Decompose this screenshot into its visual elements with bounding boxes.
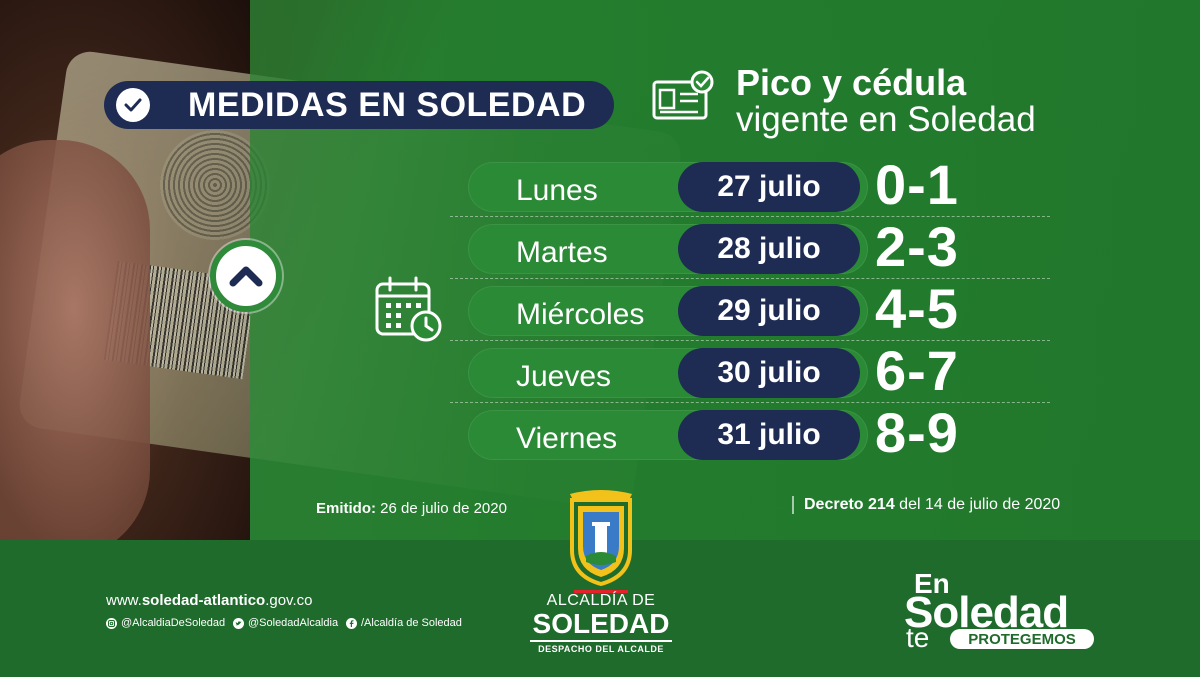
date-pill: 30 julio [678, 348, 860, 398]
date-pill: 31 julio [678, 410, 860, 460]
alcaldia-line3: DESPACHO DEL ALCALDE [538, 644, 664, 654]
page-title: Pico y cédula [736, 62, 967, 103]
alcaldia-line2: SOLEDAD [532, 608, 670, 639]
day-label: Martes [516, 236, 608, 269]
facebook-icon [346, 617, 357, 629]
id-digits: 0-1 [875, 153, 959, 216]
facebook-handle: /Alcaldía de Soledad [361, 617, 462, 629]
website-link[interactable]: www.soledad-atlantico.gov.co [106, 592, 312, 609]
id-digits: 2-3 [875, 215, 959, 278]
chevron-up-icon [210, 240, 282, 312]
slogan-te: te [906, 622, 930, 653]
schedule-row: Lunes 27 julio 0-1 [450, 153, 1060, 217]
id-digits: 6-7 [875, 339, 959, 402]
decreto-value: del 14 de julio de 2020 [899, 496, 1061, 513]
row-divider [450, 402, 1050, 403]
slogan-en: En [914, 568, 950, 599]
schedule-row: Martes 28 julio 2-3 [450, 215, 1060, 279]
row-divider [450, 278, 1050, 279]
slogan-soledad: Soledad [904, 588, 1069, 637]
emitido-label: Emitido: [316, 500, 376, 517]
row-divider [450, 340, 1050, 341]
twitter-handle: @SoledadAlcaldia [248, 617, 339, 629]
medidas-badge: MEDIDAS EN SOLEDAD [104, 81, 614, 129]
coat-of-arms-logo [570, 490, 632, 586]
thumb-photo [0, 140, 150, 540]
day-label: Lunes [516, 174, 598, 207]
twitter-icon [233, 617, 244, 629]
emitido-note: Emitido: 26 de julio de 2020 [316, 500, 507, 517]
schedule-row: Jueves 30 julio 6-7 [450, 339, 1060, 403]
day-label: Jueves [516, 360, 612, 393]
instagram-link[interactable]: @AlcaldiaDeSoledad [106, 617, 225, 629]
check-icon [116, 88, 150, 122]
schedule-row: Miércoles 29 julio 4-5 [450, 277, 1060, 341]
date-pill: 29 julio [678, 286, 860, 336]
crest-accent-bar [574, 590, 628, 593]
website-prefix: www. [106, 592, 142, 609]
instagram-icon [106, 617, 117, 629]
emitido-value: 26 de julio de 2020 [380, 500, 507, 517]
calendar-icon [375, 276, 442, 342]
schedule-row: Viernes 31 julio 8-9 [460, 401, 1060, 464]
badge-title: MEDIDAS EN SOLEDAD [188, 85, 587, 124]
id-card-icon [652, 70, 714, 120]
date-pill: 27 julio [678, 162, 860, 212]
date-pill: 28 julio [678, 224, 860, 274]
instagram-handle: @AlcaldiaDeSoledad [121, 617, 226, 629]
website-domain: soledad-atlantico [141, 592, 266, 609]
decreto-label: Decreto 214 [804, 496, 895, 513]
day-label: Miércoles [516, 298, 645, 331]
facebook-link[interactable]: /Alcaldía de Soledad [346, 617, 462, 629]
alcaldia-line1: ALCALDÍA DE [546, 592, 656, 609]
row-divider [450, 216, 1050, 217]
day-label: Viernes [516, 422, 618, 455]
decreto-note: Decreto 214 del 14 de julio de 2020 [792, 496, 1060, 514]
alcaldia-divider [530, 640, 672, 642]
slogan-protegemos: PROTEGEMOS [950, 629, 1094, 649]
id-digits: 4-5 [875, 277, 959, 340]
website-suffix: .gov.co [265, 592, 313, 609]
id-digits: 8-9 [875, 401, 959, 464]
page-subtitle: vigente en Soledad [736, 100, 1036, 139]
twitter-link[interactable]: @SoledadAlcaldia [233, 617, 338, 629]
